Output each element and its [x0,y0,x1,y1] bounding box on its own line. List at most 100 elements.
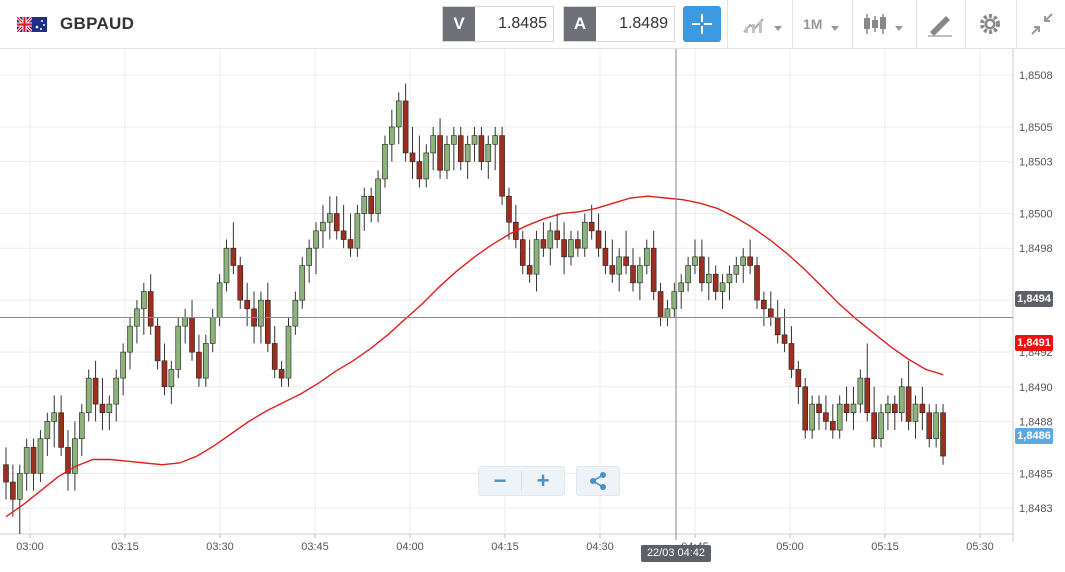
candle-down [526,265,533,275]
candle-down [575,239,581,249]
zoom-in-button[interactable]: + [536,468,550,493]
candle-up [175,325,182,370]
candle-up [361,195,368,214]
share-button[interactable] [576,466,620,496]
x-tick-label: 04:30 [586,541,614,553]
x-tick-label: 03:45 [301,541,329,553]
candle-up [581,221,588,249]
candle-down [265,299,271,344]
candle-down [802,386,809,431]
moving-average-price-label: 1,8491 [1015,335,1053,351]
buy-price-button[interactable]: A 1.8489 [563,6,675,42]
candle-down [402,100,409,154]
timeframe-label: 1M [803,16,823,32]
candle-down [595,230,602,249]
candle-up [637,265,643,284]
candle-up [168,369,175,388]
candle-up [692,256,698,266]
candle-up [705,273,712,284]
y-tick-label: 1,8498 [1019,243,1053,255]
zoom-out-button[interactable]: − [493,468,507,493]
candle-style-button[interactable] [858,6,910,42]
candle-up [423,152,430,180]
chart-area[interactable]: 1,85081,85051,85031,85001,84981,84951,84… [0,49,1065,567]
zoom-controls: − + [478,466,565,496]
toolbar-divider [852,0,853,48]
candle-down [478,135,485,162]
chart-type-button[interactable] [735,6,787,42]
candle-down [712,273,719,292]
candle-up [836,403,843,431]
candle-up [78,412,85,440]
price-chart[interactable]: 1,85081,85051,85031,85001,84981,84951,84… [0,49,1065,567]
candle-up [37,438,44,474]
candle-down [657,291,664,318]
drawing-tools-button[interactable] [920,6,960,42]
candle-up [85,377,92,414]
candle-down [437,135,443,171]
candle-up [23,447,30,474]
collapse-button[interactable] [1022,6,1062,42]
crosshair-icon [692,14,712,34]
candlestick-icon [864,14,886,34]
crosshair-date-label: 22/03 04:42 [641,545,711,562]
y-tick-label: 1,8490 [1019,382,1053,394]
candle-up [492,135,498,145]
candle-up [209,317,216,344]
candle-down [795,369,802,388]
candle-down [561,239,567,258]
candle-up [292,299,299,327]
sell-price-button[interactable]: V 1.8485 [442,6,554,42]
settings-button[interactable] [970,6,1010,42]
candle-down [940,412,946,457]
candle-down [347,239,354,249]
candle-down [10,481,16,500]
candle-up [395,100,402,128]
chart-type-icon [743,18,764,33]
toolbar-divider [1016,0,1017,48]
candle-down [823,412,829,422]
candle-up [51,412,58,422]
candle-up [726,273,733,284]
candle-up [850,403,857,414]
candle-up [216,282,223,318]
x-tick-label: 03:00 [16,541,44,553]
candle-up [485,143,492,162]
candle-down [926,412,933,440]
candle-up [299,265,306,301]
candle-down [333,213,340,232]
draw-icon [928,16,952,37]
candle-up [389,126,395,145]
candle-up [678,282,685,292]
candle-up [313,230,319,249]
candle-up [733,265,740,275]
candle-down [816,403,822,414]
candle-down [630,265,636,284]
x-tick-label: 03:15 [111,541,139,553]
candle-down [278,369,285,379]
candle-down [506,195,512,223]
candle-up [616,256,623,275]
candle-up [809,403,815,431]
candle-up [430,135,436,154]
candle-up [320,221,326,232]
candle-up [857,377,864,405]
candle-down [65,447,71,474]
candle-down [843,403,850,414]
candle-down [871,412,877,440]
share-icon [590,472,606,490]
candle-down [457,135,464,162]
chevron-down-icon [774,26,782,31]
candle-down [416,161,423,180]
candle-up [685,265,691,284]
crosshair-button[interactable] [683,6,721,42]
candle-up [643,247,650,266]
candle-up [719,282,726,292]
candle-up [120,351,126,379]
candle-up [258,299,264,327]
x-tick-label: 04:00 [396,541,424,553]
candle-up [354,213,361,249]
timeframe-dropdown[interactable]: 1M [798,6,846,42]
candle-down [230,247,237,266]
moving-average-line [5,195,944,518]
